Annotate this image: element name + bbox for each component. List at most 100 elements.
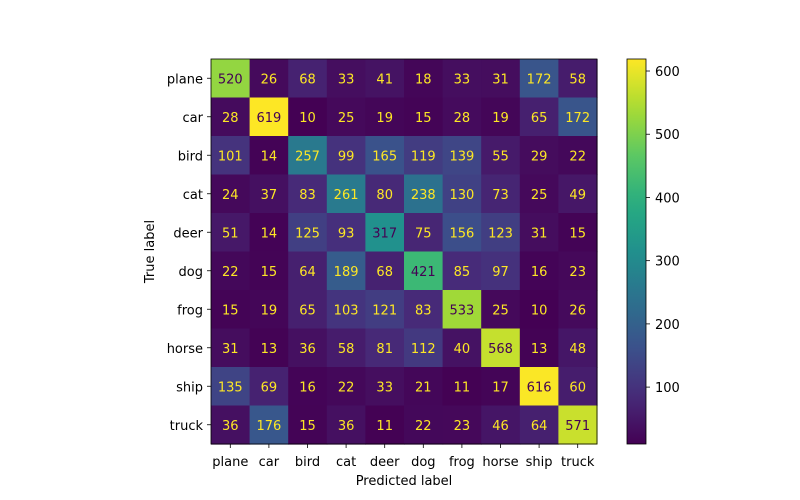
heatmap-cell	[481, 97, 521, 137]
heatmap-cell	[288, 405, 328, 445]
x-tick-label: frog	[449, 455, 475, 470]
heatmap-cell	[326, 59, 366, 99]
heatmap-cell	[404, 251, 444, 291]
cell-value-label: 19	[261, 303, 278, 318]
cell-value-label: 11	[376, 419, 393, 434]
cell-value-label: 36	[338, 419, 355, 434]
cell-value-label: 165	[372, 149, 397, 164]
cell-value-label: 421	[411, 265, 436, 280]
heatmap-cell	[442, 251, 482, 291]
heatmap-cell	[481, 367, 521, 407]
heatmap-cell	[326, 97, 366, 137]
x-tick-label: ship	[526, 455, 553, 470]
heatmap-cell	[558, 251, 598, 291]
heatmap-cell	[481, 213, 521, 253]
heatmap-cell	[288, 251, 328, 291]
cell-value-label: 103	[334, 303, 359, 318]
cell-value-label: 121	[372, 303, 397, 318]
cell-value-label: 55	[492, 149, 509, 164]
heatmap-cell	[365, 405, 405, 445]
cell-value-label: 15	[222, 303, 239, 318]
heatmap-cell	[404, 290, 444, 330]
heatmap-cell	[481, 136, 521, 176]
cell-value-label: 33	[454, 72, 471, 87]
cell-value-label: 139	[449, 149, 474, 164]
heatmap-cell	[442, 405, 482, 445]
heatmap-cell	[365, 251, 405, 291]
cell-value-label: 14	[261, 226, 278, 241]
heatmap-cell	[288, 97, 328, 137]
heatmap-cell	[211, 405, 251, 445]
cell-value-label: 189	[334, 265, 359, 280]
colorbar-gradient	[626, 58, 647, 445]
heatmap-cell	[558, 174, 598, 214]
heatmap-cell	[558, 136, 598, 176]
cell-value-label: 21	[415, 380, 432, 395]
cell-value-label: 616	[527, 380, 552, 395]
cell-value-label: 97	[492, 265, 509, 280]
heatmap-cell	[519, 251, 559, 291]
cell-value-label: 51	[222, 226, 239, 241]
y-tick-label: ship	[176, 380, 203, 395]
heatmap-cell	[326, 213, 366, 253]
cell-value-label: 15	[261, 265, 278, 280]
colorbar-tick-label: 200	[655, 318, 680, 333]
heatmap-cell	[365, 213, 405, 253]
heatmap-cell	[404, 328, 444, 368]
y-tick-label: bird	[178, 149, 203, 164]
heatmap-cell	[249, 405, 289, 445]
cell-value-label: 15	[569, 226, 586, 241]
cell-value-label: 11	[454, 380, 471, 395]
cell-value-label: 37	[261, 188, 278, 203]
heatmap-cell	[558, 59, 598, 99]
cell-value-label: 22	[569, 149, 586, 164]
heatmap-cell	[442, 367, 482, 407]
cell-value-label: 176	[256, 419, 281, 434]
x-tick-label: plane	[212, 455, 248, 470]
heatmap-cell	[288, 136, 328, 176]
cell-value-label: 13	[531, 342, 548, 357]
cell-value-label: 571	[565, 419, 590, 434]
cell-value-label: 125	[295, 226, 320, 241]
heatmap-cell	[211, 328, 251, 368]
heatmap-cell	[481, 174, 521, 214]
heatmap-cell	[211, 290, 251, 330]
heatmap-cell	[558, 328, 598, 368]
heatmap-cell	[249, 328, 289, 368]
cell-value-label: 69	[261, 380, 278, 395]
x-tick-label: horse	[482, 455, 518, 470]
cell-value-label: 22	[415, 419, 432, 434]
cell-value-label: 23	[454, 419, 471, 434]
heatmap-cell	[519, 328, 559, 368]
cell-value-label: 46	[492, 419, 509, 434]
heatmap-cell	[365, 290, 405, 330]
cell-value-label: 16	[299, 380, 316, 395]
heatmap-cell	[211, 251, 251, 291]
cell-value-label: 28	[222, 111, 239, 126]
y-tick-label: truck	[170, 419, 204, 434]
heatmap-cell	[558, 290, 598, 330]
heatmap-cell	[404, 97, 444, 137]
cell-value-label: 36	[222, 419, 239, 434]
heatmap-cell	[288, 290, 328, 330]
cell-value-label: 68	[376, 265, 393, 280]
cell-value-label: 58	[338, 342, 355, 357]
heatmap-cell	[249, 59, 289, 99]
cell-value-label: 85	[454, 265, 471, 280]
heatmap-cell	[519, 405, 559, 445]
heatmap-cell	[326, 367, 366, 407]
x-axis-ticks: plane car bird cat deer dog frog horse ship truck	[212, 444, 595, 470]
heatmap-cell	[404, 213, 444, 253]
heatmap-cell	[326, 251, 366, 291]
heatmap-cell	[326, 174, 366, 214]
heatmap-cell	[288, 328, 328, 368]
x-axis-title: Predicted label	[356, 474, 453, 489]
cell-value-label: 533	[449, 303, 474, 318]
cell-value-label: 25	[338, 111, 355, 126]
colorbar: 100 200 300 400 500 600	[626, 58, 680, 445]
heatmap-cell	[288, 213, 328, 253]
heatmap-cell	[519, 213, 559, 253]
heatmap-cell	[404, 174, 444, 214]
cell-value-label: 58	[569, 72, 586, 87]
